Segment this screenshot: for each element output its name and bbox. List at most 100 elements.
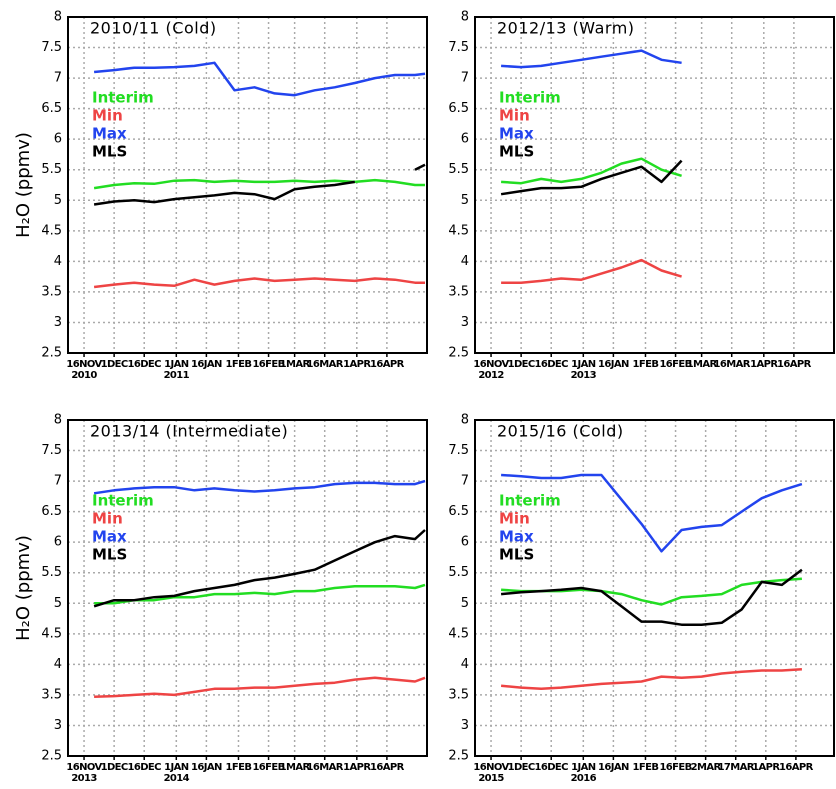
x-tick-label: 16FEB bbox=[659, 359, 691, 370]
y-tick-label: 6 bbox=[54, 132, 62, 147]
y-tick-label: 7.5 bbox=[41, 40, 62, 55]
y-tick-label: 7 bbox=[461, 71, 469, 86]
series-line bbox=[500, 568, 803, 626]
y-tick-label: 4 bbox=[461, 254, 469, 269]
panel-title: 2012/13 (Warm) bbox=[497, 19, 635, 38]
x-tick-label: 16FEB bbox=[252, 762, 284, 773]
legend-label: MLS bbox=[92, 546, 127, 564]
y-tick-label: 3 bbox=[54, 315, 62, 330]
y-tick-label: 8 bbox=[54, 413, 62, 428]
y-tick-label: 4.5 bbox=[448, 223, 469, 238]
y-tick-label: 4 bbox=[461, 657, 469, 672]
year-label: 2014 bbox=[164, 773, 190, 784]
series-line bbox=[93, 479, 426, 495]
y-tick-label: 6.5 bbox=[448, 504, 469, 519]
x-tick-label: 1MAR bbox=[280, 762, 311, 773]
x-tick-label: 1APR bbox=[752, 762, 780, 773]
x-tick-label: 1JAN bbox=[164, 359, 189, 370]
plot-frame bbox=[474, 16, 835, 354]
y-tick-label: 4.5 bbox=[448, 626, 469, 641]
year-label: 2010 bbox=[71, 370, 97, 381]
legend-label: Interim bbox=[499, 492, 561, 510]
x-tick-label: 16NOV bbox=[473, 359, 509, 370]
y-tick-label: 5.5 bbox=[41, 565, 62, 580]
y-tick-label: 7.5 bbox=[41, 443, 62, 458]
legend-label: Min bbox=[92, 510, 123, 528]
series-line bbox=[501, 473, 803, 553]
year-label: 2013 bbox=[71, 773, 97, 784]
x-tick-label: 1JAN bbox=[571, 359, 596, 370]
legend-label: Interim bbox=[499, 89, 561, 107]
legend-label: Max bbox=[92, 528, 127, 546]
series-line bbox=[501, 157, 682, 185]
x-tick-label: 16JAN bbox=[598, 762, 629, 773]
y-tick-label: 3 bbox=[54, 718, 62, 733]
legend-label: Interim bbox=[92, 492, 154, 510]
series-line bbox=[93, 277, 425, 289]
y-tick-label: 3.5 bbox=[41, 284, 62, 299]
series-line bbox=[500, 668, 802, 691]
y-tick-label: 4.5 bbox=[41, 626, 62, 641]
year-label: 2013 bbox=[571, 370, 597, 381]
legend-label: Min bbox=[92, 107, 123, 125]
panel-title: 2013/14 (Intermediate) bbox=[90, 422, 288, 441]
panel-title: 2015/16 (Cold) bbox=[497, 422, 624, 441]
y-axis-label: H₂O (ppmv) bbox=[13, 535, 34, 641]
x-tick-label: 16NOV bbox=[66, 762, 102, 773]
y-tick-label: 7 bbox=[54, 71, 62, 86]
legend-label: Min bbox=[499, 510, 530, 528]
x-tick-label: 16NOV bbox=[66, 359, 102, 370]
series-line bbox=[94, 676, 426, 698]
x-tick-label: 16JAN bbox=[598, 359, 629, 370]
legend-label: Min bbox=[499, 107, 530, 125]
x-tick-label: 1APR bbox=[750, 359, 778, 370]
y-tick-label: 5 bbox=[54, 596, 62, 611]
y-tick-label: 6 bbox=[461, 132, 469, 147]
x-tick-label: 16APR bbox=[370, 359, 405, 370]
y-axis-label: H₂O (ppmv) bbox=[13, 132, 34, 238]
x-tick-label: 16JAN bbox=[191, 359, 222, 370]
y-tick-label: 5.5 bbox=[41, 162, 62, 177]
x-tick-label: 1JAN bbox=[571, 762, 596, 773]
y-tick-label: 2.5 bbox=[41, 346, 62, 361]
year-label: 2016 bbox=[571, 773, 597, 784]
x-tick-label: 1FEB bbox=[633, 359, 659, 370]
year-label: 2012 bbox=[478, 370, 504, 381]
x-tick-label: 16DEC bbox=[535, 359, 569, 370]
x-tick-label: 1DEC bbox=[101, 762, 128, 773]
legend-label: Max bbox=[92, 125, 127, 143]
legend-label: Max bbox=[499, 528, 534, 546]
x-tick-label: 1APR bbox=[343, 359, 371, 370]
legend-label: Interim bbox=[92, 89, 154, 107]
series-line bbox=[93, 61, 426, 97]
x-tick-label: 16APR bbox=[779, 762, 814, 773]
y-tick-label: 6 bbox=[54, 535, 62, 550]
x-tick-label: 16APR bbox=[370, 762, 405, 773]
y-tick-label: 4.5 bbox=[41, 223, 62, 238]
series-line bbox=[501, 49, 682, 69]
plot-frame bbox=[474, 419, 835, 757]
y-tick-label: 6 bbox=[461, 535, 469, 550]
x-tick-label: 16DEC bbox=[128, 359, 162, 370]
x-tick-label: 1DEC bbox=[101, 359, 128, 370]
x-tick-label: 16FEB bbox=[252, 359, 284, 370]
plot-frame bbox=[67, 16, 428, 354]
y-tick-label: 8 bbox=[54, 10, 62, 25]
x-tick-label: 16MAR bbox=[307, 762, 344, 773]
x-tick-label: 16DEC bbox=[535, 762, 569, 773]
panel-title: 2010/11 (Cold) bbox=[90, 19, 217, 38]
series-line bbox=[93, 178, 425, 190]
x-tick-label: 17MAR bbox=[718, 762, 755, 773]
x-tick-label: 16NOV bbox=[473, 762, 509, 773]
plot-frame bbox=[67, 419, 428, 757]
x-tick-label: 1APR bbox=[343, 762, 371, 773]
y-tick-label: 5.5 bbox=[448, 162, 469, 177]
x-tick-label: 16DEC bbox=[128, 762, 162, 773]
y-tick-label: 3 bbox=[461, 315, 469, 330]
x-tick-label: 16APR bbox=[777, 359, 812, 370]
y-tick-label: 7.5 bbox=[448, 443, 469, 458]
x-tick-label: 1FEB bbox=[633, 762, 659, 773]
y-tick-label: 7 bbox=[54, 474, 62, 489]
y-tick-label: 4 bbox=[54, 254, 62, 269]
y-tick-label: 2.5 bbox=[448, 346, 469, 361]
